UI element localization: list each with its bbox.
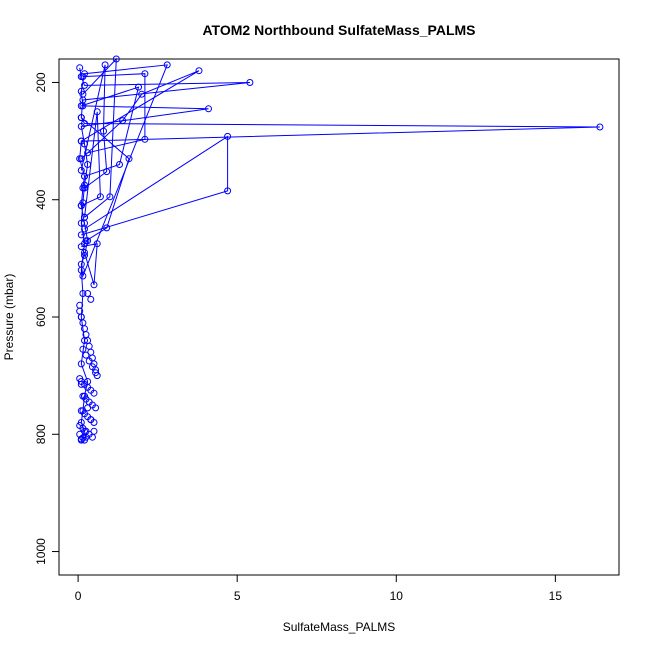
data-point [100, 127, 107, 135]
data-point [106, 193, 114, 201]
data-point [103, 224, 111, 232]
data-point [77, 435, 85, 443]
data-marks [76, 55, 604, 444]
data-point [87, 416, 95, 424]
data-point [82, 351, 90, 359]
data-point [195, 67, 203, 75]
data-point [77, 360, 85, 368]
data-point [90, 389, 98, 397]
data-point [77, 114, 85, 122]
series-segment [81, 86, 140, 177]
data-point [81, 172, 88, 180]
data-point [103, 168, 111, 176]
data-point [79, 90, 87, 98]
data-point [135, 83, 142, 91]
data-point [596, 123, 604, 131]
series-segment [81, 111, 101, 218]
data-point [84, 149, 92, 157]
data-point [81, 81, 88, 89]
series-line [79, 64, 600, 441]
data-point [84, 404, 92, 412]
data-point [141, 70, 149, 78]
data-point [77, 243, 85, 251]
series-segment [82, 57, 117, 218]
data-point [81, 249, 88, 256]
data-point [119, 117, 127, 125]
data-point [85, 357, 93, 365]
data-point [85, 342, 93, 350]
data-point [84, 290, 92, 297]
data-point [205, 105, 212, 113]
x-tick-label: 5 [234, 589, 241, 603]
data-point [96, 193, 104, 201]
data-point [163, 61, 171, 69]
x-tick-label: 10 [390, 589, 404, 603]
y-axis: 200 400 600 800 1000 [34, 72, 60, 565]
data-point [92, 369, 100, 377]
data-point [112, 55, 120, 63]
data-point [77, 380, 85, 388]
y-tick-label: 400 [34, 189, 48, 209]
data-point [77, 202, 85, 210]
x-tick-label: 15 [549, 589, 563, 603]
data-point [77, 102, 85, 110]
data-point [246, 79, 254, 86]
data-point [81, 225, 88, 233]
x-axis-label: SulfateMass_PALMS [283, 620, 396, 634]
x-axis: 0 5 10 15 [75, 574, 563, 603]
data-point [77, 219, 85, 227]
data-point [79, 319, 87, 327]
data-point [81, 251, 88, 259]
data-point [125, 155, 133, 163]
data-point [81, 181, 88, 189]
data-point [76, 301, 84, 309]
y-tick-label: 600 [34, 307, 48, 327]
series-segment [80, 117, 130, 242]
data-point [82, 237, 90, 245]
data-point [81, 184, 88, 192]
data-point [81, 392, 88, 400]
data-point [141, 135, 149, 143]
y-tick-label: 200 [34, 72, 48, 92]
data-point [92, 404, 100, 412]
y-tick-label: 800 [34, 424, 48, 444]
chart-title: ATOM2 Northbound SulfateMass_PALMS [202, 22, 475, 38]
data-point [77, 166, 85, 174]
data-point [101, 61, 109, 69]
data-point [116, 161, 123, 168]
data-point [76, 64, 84, 72]
data-point [77, 122, 85, 130]
data-point [79, 290, 87, 297]
data-point [224, 132, 232, 140]
data-point [79, 434, 87, 442]
data-point [81, 213, 88, 221]
series-segment [81, 243, 98, 285]
y-tick-label: 1000 [34, 538, 48, 565]
data-point [77, 231, 85, 239]
data-point [93, 108, 101, 116]
series-segment [81, 135, 229, 236]
data-point [77, 137, 85, 145]
data-point [224, 187, 232, 195]
data-point [79, 73, 87, 81]
x-tick-label: 0 [75, 589, 82, 603]
data-point [87, 295, 95, 303]
data-point [77, 266, 85, 274]
data-point [93, 240, 101, 248]
data-point [88, 363, 96, 371]
data-point [90, 427, 98, 435]
data-point [90, 281, 98, 289]
data-point [79, 345, 87, 353]
y-axis-label: Pressure (mbar) [2, 274, 16, 361]
series-segment [82, 73, 146, 154]
series-segment [80, 70, 200, 160]
